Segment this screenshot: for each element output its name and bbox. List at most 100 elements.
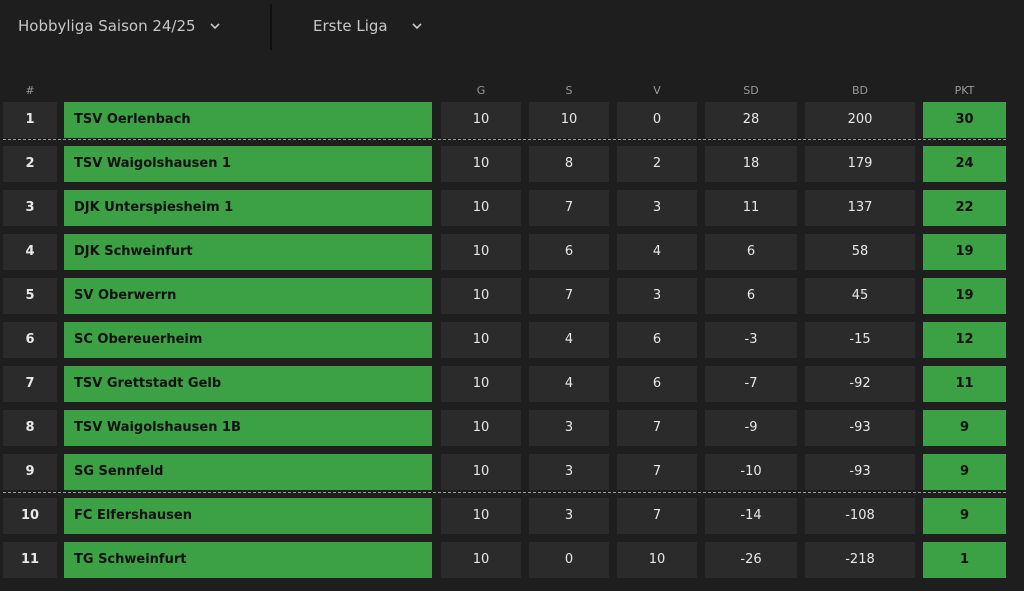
- rank-cell: 2: [3, 146, 57, 182]
- set-diff-cell: 6: [705, 278, 797, 314]
- points-cell: 9: [923, 410, 1006, 446]
- team-name[interactable]: SV Oberwerrn: [64, 278, 432, 314]
- rank-cell: 8: [3, 410, 57, 446]
- team-name[interactable]: TSV Oerlenbach: [64, 102, 432, 138]
- losses-cell: 3: [617, 190, 697, 226]
- chevron-down-icon: [412, 23, 422, 30]
- table-row[interactable]: 3 DJK Unterspiesheim 1 10 7 3 11 137 22: [0, 190, 1024, 226]
- team-name[interactable]: TSV Grettstadt Gelb: [64, 366, 432, 402]
- table-row[interactable]: 2 TSV Waigolshausen 1 10 8 2 18 179 24: [0, 146, 1024, 182]
- league-selector-label: Erste Liga: [313, 17, 388, 35]
- games-cell: 10: [441, 454, 521, 490]
- wins-cell: 6: [529, 234, 609, 270]
- games-cell: 10: [441, 366, 521, 402]
- wins-cell: 7: [529, 190, 609, 226]
- table-row[interactable]: 6 SC Obereuerheim 10 4 6 -3 -15 12: [0, 322, 1024, 358]
- league-selector[interactable]: Erste Liga: [313, 0, 424, 52]
- team-name[interactable]: DJK Schweinfurt: [64, 234, 432, 270]
- team-name[interactable]: DJK Unterspiesheim 1: [64, 190, 432, 226]
- rank-cell: 4: [3, 234, 57, 270]
- set-diff-cell: -14: [705, 498, 797, 534]
- table-row[interactable]: 8 TSV Waigolshausen 1B 10 3 7 -9 -93 9: [0, 410, 1024, 446]
- games-cell: 10: [441, 498, 521, 534]
- ball-diff-cell: 137: [805, 190, 915, 226]
- table-row[interactable]: 9 SG Sennfeld 10 3 7 -10 -93 9: [0, 454, 1024, 490]
- table-row[interactable]: 5 SV Oberwerrn 10 7 3 6 45 19: [0, 278, 1024, 314]
- set-diff-cell: 18: [705, 146, 797, 182]
- table-row[interactable]: 4 DJK Schweinfurt 10 6 4 6 58 19: [0, 234, 1024, 270]
- table-row[interactable]: 1 TSV Oerlenbach 10 10 0 28 200 30: [0, 102, 1024, 138]
- points-cell: 1: [923, 542, 1006, 578]
- rank-cell: 10: [3, 498, 57, 534]
- rank-cell: 7: [3, 366, 57, 402]
- games-cell: 10: [441, 322, 521, 358]
- col-header-ball-diff[interactable]: BD: [851, 84, 869, 97]
- col-header-games[interactable]: G: [476, 84, 486, 97]
- rank-cell: 11: [3, 542, 57, 578]
- set-diff-cell: -3: [705, 322, 797, 358]
- wins-cell: 4: [529, 366, 609, 402]
- table-row[interactable]: 11 TG Schweinfurt 10 0 10 -26 -218 1: [0, 542, 1024, 578]
- ball-diff-cell: 58: [805, 234, 915, 270]
- team-name[interactable]: FC Elfershausen: [64, 498, 432, 534]
- wins-cell: 3: [529, 498, 609, 534]
- set-diff-cell: -9: [705, 410, 797, 446]
- ball-diff-cell: 200: [805, 102, 915, 138]
- ball-diff-cell: -92: [805, 366, 915, 402]
- rank-cell: 6: [3, 322, 57, 358]
- col-header-set-diff[interactable]: SD: [743, 84, 759, 97]
- games-cell: 10: [441, 278, 521, 314]
- games-cell: 10: [441, 102, 521, 138]
- losses-cell: 4: [617, 234, 697, 270]
- team-name[interactable]: SG Sennfeld: [64, 454, 432, 490]
- wins-cell: 10: [529, 102, 609, 138]
- ball-diff-cell: -93: [805, 454, 915, 490]
- losses-cell: 7: [617, 410, 697, 446]
- table-row[interactable]: 7 TSV Grettstadt Gelb 10 4 6 -7 -92 11: [0, 366, 1024, 402]
- team-name[interactable]: TSV Waigolshausen 1B: [64, 410, 432, 446]
- table-row[interactable]: 10 FC Elfershausen 10 3 7 -14 -108 9: [0, 498, 1024, 534]
- set-diff-cell: 28: [705, 102, 797, 138]
- rank-cell: 1: [3, 102, 57, 138]
- losses-cell: 2: [617, 146, 697, 182]
- losses-cell: 3: [617, 278, 697, 314]
- set-diff-cell: -10: [705, 454, 797, 490]
- losses-cell: 6: [617, 322, 697, 358]
- wins-cell: 3: [529, 454, 609, 490]
- zone-separator: [3, 492, 1006, 493]
- games-cell: 10: [441, 234, 521, 270]
- ball-diff-cell: -218: [805, 542, 915, 578]
- ball-diff-cell: 179: [805, 146, 915, 182]
- wins-cell: 3: [529, 410, 609, 446]
- team-name[interactable]: SC Obereuerheim: [64, 322, 432, 358]
- ball-diff-cell: -93: [805, 410, 915, 446]
- zone-separator: [3, 139, 1006, 140]
- points-cell: 9: [923, 454, 1006, 490]
- rank-cell: 5: [3, 278, 57, 314]
- games-cell: 10: [441, 542, 521, 578]
- ball-diff-cell: -15: [805, 322, 915, 358]
- col-header-wins[interactable]: S: [565, 84, 573, 97]
- losses-cell: 10: [617, 542, 697, 578]
- losses-cell: 6: [617, 366, 697, 402]
- losses-cell: 7: [617, 498, 697, 534]
- season-selector[interactable]: Hobbyliga Saison 24/25: [18, 0, 222, 52]
- header-divider: [270, 4, 272, 50]
- wins-cell: 0: [529, 542, 609, 578]
- points-cell: 11: [923, 366, 1006, 402]
- col-header-rank: #: [25, 84, 35, 97]
- set-diff-cell: 11: [705, 190, 797, 226]
- col-header-points[interactable]: PKT: [954, 84, 975, 97]
- wins-cell: 8: [529, 146, 609, 182]
- games-cell: 10: [441, 190, 521, 226]
- points-cell: 19: [923, 234, 1006, 270]
- points-cell: 24: [923, 146, 1006, 182]
- games-cell: 10: [441, 146, 521, 182]
- team-name[interactable]: TG Schweinfurt: [64, 542, 432, 578]
- wins-cell: 7: [529, 278, 609, 314]
- col-header-losses[interactable]: V: [653, 84, 661, 97]
- points-cell: 9: [923, 498, 1006, 534]
- points-cell: 22: [923, 190, 1006, 226]
- team-name[interactable]: TSV Waigolshausen 1: [64, 146, 432, 182]
- points-cell: 30: [923, 102, 1006, 138]
